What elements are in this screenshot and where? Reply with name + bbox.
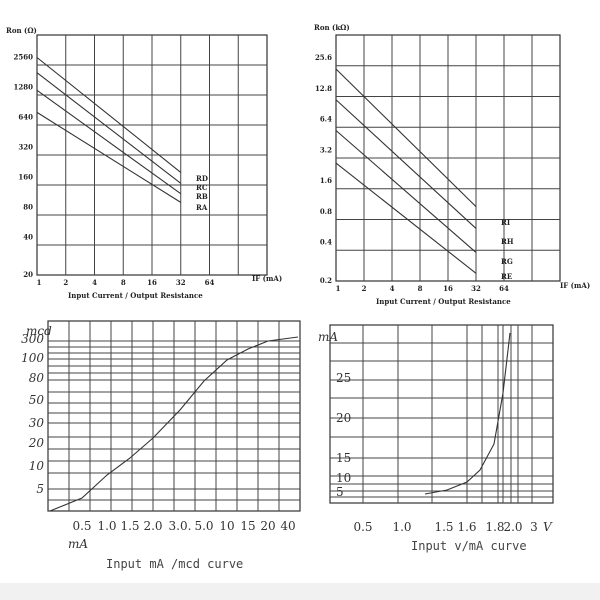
y-tick-label: 80 [23, 203, 33, 212]
chart-ron-kohm: Ron (kΩ) 0.2 0.4 0.8 1.6 3.2 6.4 12.8 25.6 1 2 4 8… [314, 23, 590, 306]
y-tick-label: 25.6 [315, 53, 332, 62]
x-tick-label: 40 [280, 519, 295, 533]
y-tick-label: 20 [23, 270, 33, 279]
x-tick-label: 32 [176, 278, 186, 287]
x-tick-label: 32 [471, 284, 481, 293]
series-label: RD [196, 174, 208, 183]
x-tick-label: 1.5 [120, 519, 139, 533]
chart-title: Input Current / Output Resistance [68, 291, 203, 300]
y-tick-label: 30 [29, 416, 45, 430]
x-tick-label: 1.0 [392, 520, 411, 534]
x-tick-label: 3 [530, 520, 538, 534]
x-tick-label: 2 [63, 278, 68, 287]
series-label: RC [196, 183, 208, 192]
series-line [36, 57, 182, 173]
x-tick-label: 1.5 [434, 520, 453, 534]
xlabel: V [543, 520, 553, 534]
y-tick-label: 20 [28, 436, 45, 450]
y-tick-label: 0.8 [320, 207, 332, 216]
y-tick-label: 5 [336, 485, 344, 499]
x-tick-label: 0.5 [353, 520, 372, 534]
y-tick-label: 40 [23, 233, 33, 242]
y-tick-label: 80 [29, 371, 45, 385]
x-tick-label: 20 [260, 519, 275, 533]
ylabel: Ron (kΩ) [314, 23, 350, 32]
x-tick-label: 64 [499, 284, 509, 293]
y-tick-label: 12.8 [315, 84, 332, 93]
y-tick-label: 320 [18, 143, 33, 152]
x-tick-label: 0.5 [72, 519, 91, 533]
y-tick-label: 0.2 [320, 276, 332, 285]
y-tick-label: 160 [18, 173, 33, 182]
x-tick-label: 8 [121, 278, 126, 287]
chart-title: Input v/mA curve [411, 539, 527, 553]
x-tick-label: 5.0 [194, 519, 213, 533]
y-tick-label: 25 [336, 371, 351, 385]
series-line [335, 162, 477, 274]
x-tick-label: 1.6 [457, 520, 476, 534]
x-tick-label: 2 [362, 284, 367, 293]
y-tick-label: 1280 [14, 83, 34, 92]
x-tick-label: 2.0 [503, 520, 522, 534]
series-label: RB [196, 192, 208, 201]
y-tick-label: 3.2 [320, 145, 332, 154]
y-tick-label: 0.4 [320, 238, 332, 247]
y-tick-label: 20 [336, 411, 351, 425]
y-tick-label: 10 [336, 471, 351, 485]
x-tick-label: 1.8 [485, 520, 504, 534]
y-tick-label: 5 [36, 482, 44, 496]
y-tick-label: 15 [336, 451, 351, 465]
xlabel: mA [68, 537, 88, 551]
y-tick-label: 640 [18, 113, 33, 122]
x-tick-label: 1.0 [97, 519, 116, 533]
y-tick-label: 300 [21, 332, 44, 346]
x-tick-label: 16 [443, 284, 453, 293]
chart-ron-ohm: Ron (Ω) 20 40 80 160 320 640 1280 2560 1 2 4 8 16 32… [6, 26, 282, 300]
chart-title: Input Current / Output Resistance [376, 297, 511, 306]
x-tick-label: 15 [240, 519, 255, 533]
chart-title: Input mA /mcd curve [106, 557, 243, 571]
series-label: RH [501, 237, 514, 246]
x-tick-label: 16 [147, 278, 157, 287]
mcd-curve [49, 336, 299, 512]
x-tick-label: 1 [37, 278, 42, 287]
bottom-strip [0, 583, 600, 600]
series-label: RI [501, 218, 510, 227]
x-tick-label: 3.0. [169, 519, 192, 533]
xlabel: IF (mA) [560, 281, 590, 290]
series-label: RG [501, 257, 513, 266]
series-line [36, 72, 182, 184]
y-tick-label: 2560 [14, 53, 34, 62]
y-tick-label: 50 [29, 393, 45, 407]
v-ma-curve [424, 332, 511, 495]
series-line [36, 111, 182, 203]
xlabel: IF (mA) [252, 274, 282, 283]
chart-v-ma: mA 510 15 20 25 0.5 1.0 1.5 1.6 1.82.0 3 V Input… [318, 324, 554, 553]
series-line [335, 99, 477, 229]
chart-mcd: mcd 5 10 20 30 50 80 100 300 0.5 1.0 1.5 2.0 3.0. 5.… [21, 320, 301, 571]
x-tick-label: 4 [92, 278, 97, 287]
ylabel: Ron (Ω) [6, 26, 37, 35]
y-tick-label: 6.4 [320, 115, 332, 124]
y-tick-label: 100 [21, 351, 44, 365]
ylabel: mA [318, 330, 338, 344]
series-line [335, 130, 477, 253]
x-tick-label: 1 [336, 284, 341, 293]
x-tick-label: 64 [205, 278, 215, 287]
series-label: RA [196, 203, 208, 212]
y-tick-label: 10 [29, 459, 45, 473]
series-line [335, 68, 477, 207]
x-tick-label: 8 [418, 284, 423, 293]
y-tick-label: 1.6 [320, 176, 332, 185]
series-label: RE [501, 272, 512, 281]
ylabel: mcd [26, 324, 52, 338]
x-tick-label: 10 [219, 519, 234, 533]
x-tick-label: 4 [390, 284, 395, 293]
x-tick-label: 2.0 [143, 519, 162, 533]
series-line [36, 89, 182, 195]
plot-frame [329, 324, 554, 504]
